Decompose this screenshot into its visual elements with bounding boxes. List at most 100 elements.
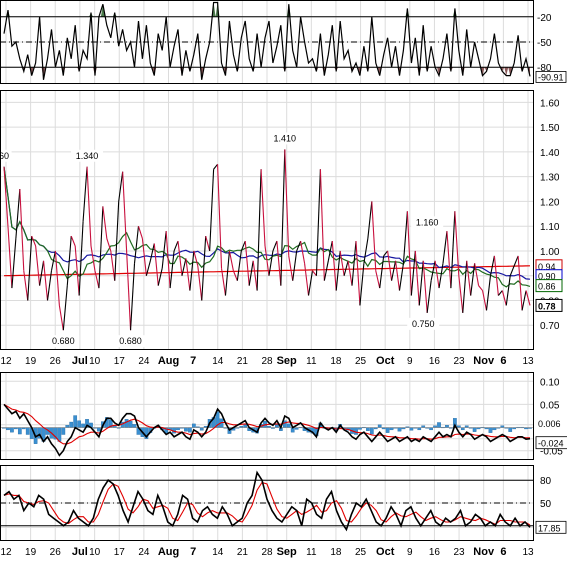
price-segment-65 [256,169,262,291]
price-annotation-bg-6 [407,317,440,330]
xtick-1-21: 6 [500,546,506,558]
panel-frame-stochastic [0,465,534,541]
price-ytick-2: 1.40 [540,148,560,159]
panel-frame-macd [0,372,534,460]
price-segment-64 [252,260,258,291]
xtick-0-16: Oct [376,355,395,367]
price-segment-81 [319,169,325,281]
price-segment-12 [46,270,53,301]
price-segment-60 [236,250,242,281]
macd-hist-bar-33 [132,424,137,428]
xtick-1-19: 23 [453,547,465,558]
price-segment-69 [272,240,278,252]
willr-ytick-2: -80 [537,63,552,74]
price-segment-90 [355,241,361,306]
xtick-1-16: Oct [376,546,395,558]
xtick-0-17: 9 [407,356,413,367]
xtick-0-20: Nov [473,355,495,367]
price-segment-126 [497,290,503,296]
macd-hist-bar-98 [389,427,394,431]
xtick-0-21: 6 [500,355,506,367]
price-annotation-bg-3 [411,216,444,229]
stoch-ytick-0: 80 [540,476,552,487]
price-segment-17 [66,236,72,286]
price-annotation-bg-1 [71,149,104,162]
price-segment-49 [193,250,199,266]
price-segment-80 [315,169,321,276]
price-segment-89 [351,240,357,286]
price-segment-133 [525,290,531,306]
price-segment-28 [110,250,116,281]
xtick-0-2: 26 [50,356,62,367]
price-segment-25 [98,206,104,289]
price-segment-98 [387,250,393,281]
price-segment-37 [145,260,151,276]
price-annotation-bg-5 [114,335,147,348]
price-segment-56 [220,268,227,296]
xtick-0-15: 25 [355,356,367,367]
price-segment-33 [130,263,136,331]
price-segment-129 [509,265,515,276]
price-segment-45 [177,240,183,276]
price-segment-4 [15,189,21,239]
price-last-tag-1: 0.90 [538,272,556,282]
macd-hist-bar-48 [191,423,196,428]
price-segment-123 [485,275,491,311]
price-segment-36 [141,238,147,276]
price-segment-119 [470,263,476,296]
price-segment-94 [371,201,377,271]
price-segment-3 [11,238,17,289]
xtick-1-11: 28 [261,547,273,558]
price-segment-130 [513,255,519,267]
xtick-0-5: 17 [114,356,126,367]
price-segment-101 [398,263,404,291]
price-segment-58 [228,250,234,271]
price-segment-20 [78,221,84,296]
price-segment-70 [276,240,282,286]
price-annotation-2: 1.410 [274,133,297,143]
price-segment-61 [240,240,246,252]
macd-hist-bar-16 [65,425,70,428]
macd-hist-bar-31 [124,419,129,428]
willr-last-tag-box [535,71,567,83]
price-ytick-6: 1.00 [540,247,560,258]
price-segment-82 [323,260,329,281]
price-segment-116 [458,275,464,313]
price-annotation-3: 1.160 [416,217,439,227]
price-segment-79 [312,270,317,277]
price-annotation-bg-4 [47,335,80,348]
price-last-tag-box-2 [535,279,563,293]
price-segment-46 [181,258,187,276]
xtick-1-0: 12 [0,547,12,558]
price-segment-63 [248,260,254,286]
xtick-0-19: 23 [453,356,465,367]
price-segment-42 [165,231,171,289]
willr-fill-25 [100,4,105,17]
xtick-1-5: 17 [114,547,126,558]
price-segment-50 [197,265,203,301]
price-segment-127 [501,290,507,306]
xtick-1-4: 10 [89,547,101,558]
price-last-tag-box-3 [535,298,563,312]
price-ytick-3: 1.30 [540,173,560,184]
price-last-tag-0: 0.94 [538,262,556,272]
xtick-0-6: 24 [138,356,150,367]
macd-hist-bar-19 [77,420,81,428]
price-segment-30 [118,171,124,202]
xtick-0-12: Sep [277,355,297,367]
price-segment-121 [478,285,483,291]
panel-frame-price [0,90,534,350]
price-segment-18 [70,235,76,247]
xtick-1-22: 13 [522,547,534,558]
macd-ytick-0: 0.10 [540,377,560,388]
price-segment-99 [391,260,397,281]
macd-hist-bar-95 [377,424,382,428]
macd-ytick-4: -0.05 [540,447,563,458]
stoch-last-tag-box [535,520,567,534]
price-segment-115 [454,211,460,276]
macd-hist-bar-112 [445,425,449,428]
xtick-0-13: 11 [306,356,317,367]
price-segment-39 [153,243,159,286]
price-segment-8 [31,235,37,247]
